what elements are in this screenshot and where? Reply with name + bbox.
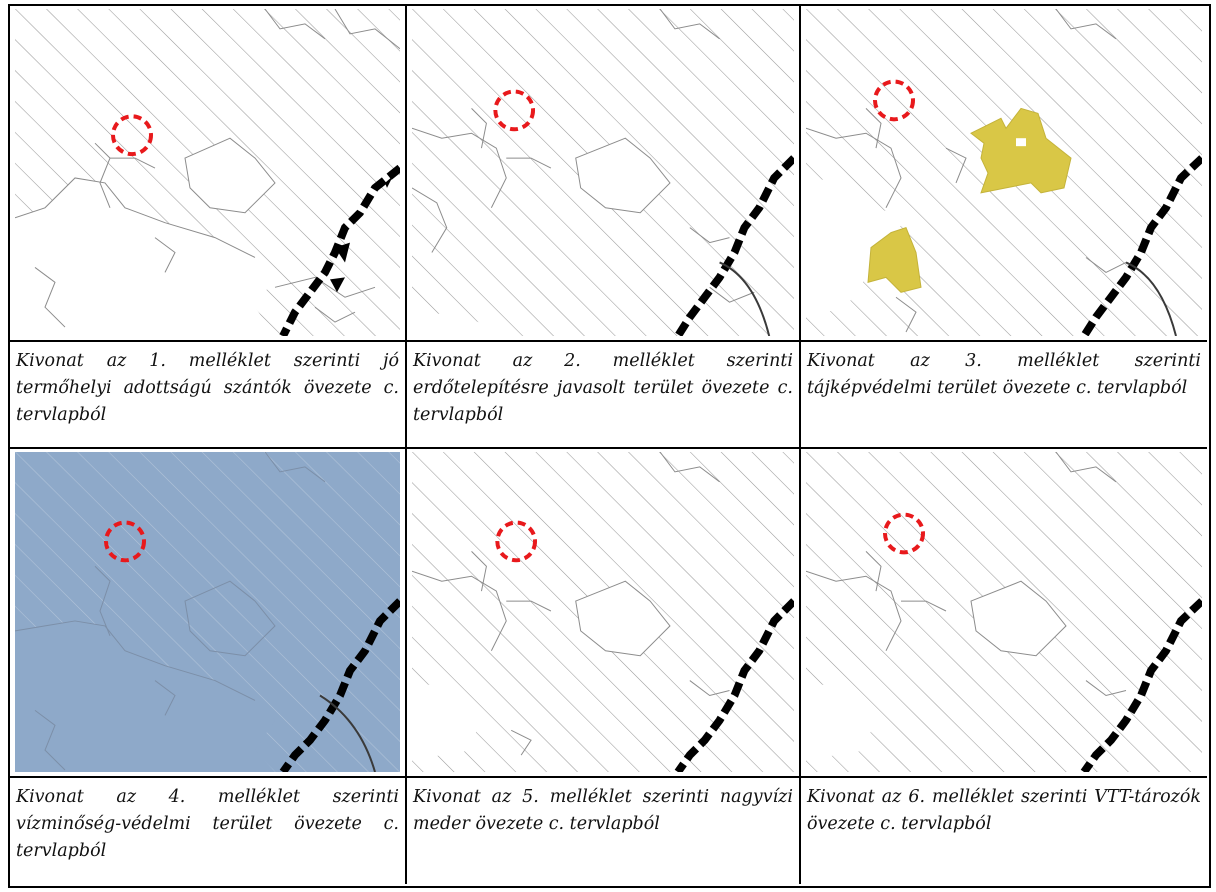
map-panel-3 (801, 6, 1207, 342)
map-image (806, 9, 1202, 336)
caption-cell-6: Kivonat az 6. melléklet szerinti VTT-tár… (801, 778, 1207, 884)
panel-caption: Kivonat az 1. melléklet szerinti jó term… (16, 351, 399, 425)
dashed-administrative-boundary (674, 155, 794, 336)
caption-cell-2: Kivonat az 2. melléklet szerinti erdőtel… (407, 342, 801, 449)
hatched-zone (15, 9, 400, 336)
red-dashed-circle-icon (873, 79, 915, 122)
parcel-outlines (806, 9, 1127, 333)
dashed-administrative-boundary (279, 164, 400, 336)
landscape-protection-zone (867, 107, 1072, 293)
caption-cell-5: Kivonat az 5. melléklet szerinti nagyvíz… (407, 778, 801, 884)
caption-cell-4: Kivonat az 4. melléklet szerinti vízminő… (10, 778, 407, 884)
map-image (15, 452, 400, 772)
panel-caption: Kivonat az 3. melléklet szerinti tájképv… (807, 351, 1201, 398)
map-panel-5 (407, 449, 801, 778)
dashed-administrative-boundary (279, 598, 400, 772)
hatched-zone (412, 452, 794, 772)
parcel-outlines (412, 9, 755, 303)
parcel-outlines (806, 452, 1127, 697)
map-image (15, 9, 400, 336)
panel-caption: Kivonat az 5. melléklet szerinti nagyvíz… (413, 787, 793, 834)
dashed-administrative-boundary (674, 598, 794, 772)
map-panel-1 (10, 6, 407, 342)
red-dashed-circle-icon (495, 520, 538, 563)
parcel-outlines (412, 452, 730, 756)
hatched-zone (412, 9, 794, 336)
map-image (806, 452, 1202, 772)
caption-cell-1: Kivonat az 1. melléklet szerinti jó term… (10, 342, 407, 449)
red-dashed-circle-icon (104, 520, 146, 563)
dashed-administrative-boundary (1080, 155, 1202, 336)
panel-caption: Kivonat az 4. melléklet szerinti vízminő… (16, 787, 399, 861)
panel-caption: Kivonat az 2. melléklet szerinti erdőtel… (413, 351, 793, 425)
red-dashed-circle-icon (493, 89, 536, 132)
parcel-outlines (15, 9, 400, 328)
red-dashed-circle-icon (111, 114, 153, 157)
parcel-outlines (15, 452, 326, 771)
dashed-administrative-boundary (1080, 598, 1202, 772)
map-panel-6 (801, 449, 1207, 778)
river-line (319, 694, 376, 772)
map-image (412, 452, 794, 772)
map-extract-table: Kivonat az 1. melléklet szerinti jó term… (8, 4, 1211, 888)
caption-cell-3: Kivonat az 3. melléklet szerinti tájképv… (801, 342, 1207, 449)
map-image (412, 9, 794, 336)
red-dashed-circle-icon (883, 512, 925, 555)
map-panel-4 (10, 449, 407, 778)
map-panel-2 (407, 6, 801, 342)
panel-caption: Kivonat az 6. melléklet szerinti VTT-tár… (807, 787, 1201, 834)
hatched-zone (806, 452, 1202, 772)
river-line (719, 261, 771, 336)
